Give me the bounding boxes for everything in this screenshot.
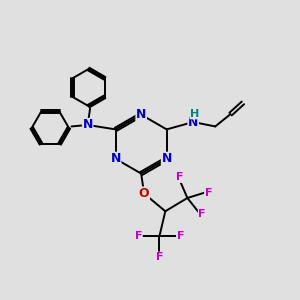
Text: H: H [190,109,199,119]
Text: N: N [110,152,121,165]
Text: F: F [205,188,212,198]
Text: N: N [188,116,198,128]
Text: F: F [177,231,184,241]
Text: O: O [139,187,149,200]
Text: N: N [161,152,172,165]
Text: N: N [82,118,93,131]
Text: F: F [198,209,206,220]
Text: F: F [156,252,163,262]
Text: F: F [135,231,142,241]
Text: F: F [176,172,184,182]
Text: N: N [136,108,146,121]
